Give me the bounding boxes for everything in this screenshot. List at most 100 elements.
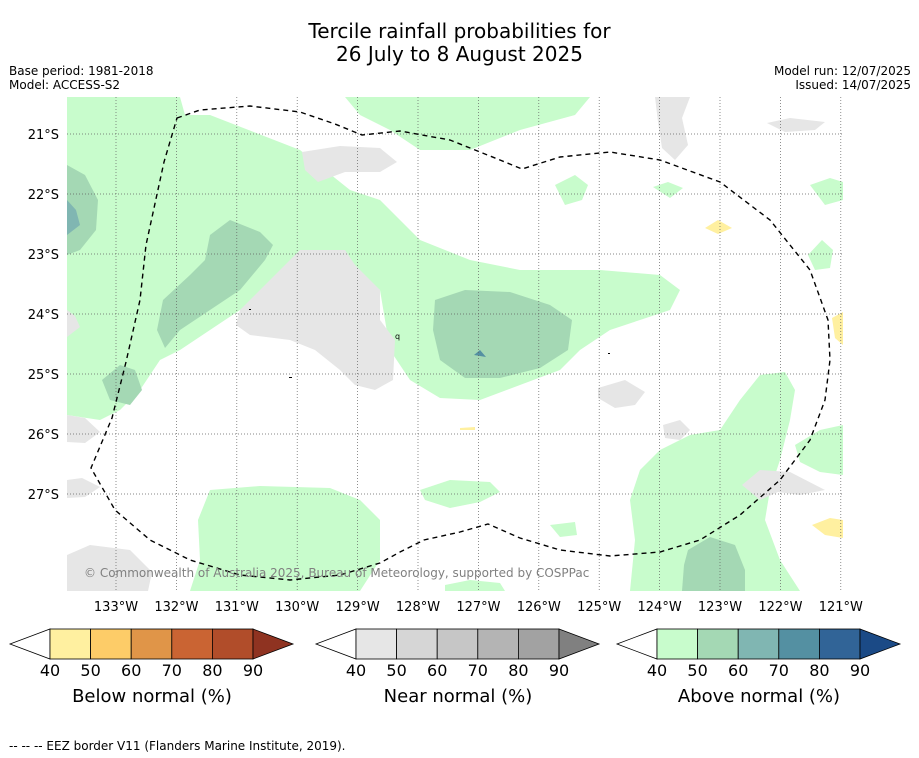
colorbar-segment	[171, 628, 213, 660]
colorbar-segment	[518, 628, 560, 660]
colorbar-tick-label: 70	[468, 661, 488, 680]
lat-label: 26°S	[28, 428, 59, 443]
model-name: Model: ACCESS-S2	[9, 78, 121, 92]
colorbar-tick-label: 80	[508, 661, 528, 680]
colorbars: 40 50 60 70 80 90 40 50 60 70 80 90 40 50 60 70 80 90	[8, 628, 902, 680]
colorbar-high-extend	[558, 628, 601, 660]
near-normal-region-sw-2	[67, 415, 100, 443]
base-period: Base period: 1981-2018	[9, 64, 154, 78]
below-normal-region-3	[812, 518, 843, 538]
near-normal-region-north	[302, 146, 397, 182]
colorbar-segment	[697, 628, 739, 660]
above-normal-region-patch-6	[550, 522, 577, 537]
colorbar-tick-label: 50	[80, 661, 100, 680]
lon-label: 125°W	[577, 600, 621, 615]
above-normal-50-region-5	[682, 537, 745, 591]
model-run: Model run: 12/07/2025	[773, 64, 911, 78]
lon-label: 121°W	[819, 600, 863, 615]
colorbar-segment	[355, 628, 397, 660]
colorbar-tick-label: 40	[346, 661, 366, 680]
above-normal-region-patch-7	[445, 580, 505, 591]
lon-label: 127°W	[456, 600, 500, 615]
map-mark	[608, 353, 610, 354]
near-normal-region-e-1	[598, 380, 645, 408]
colorbar-tick-label: 70	[162, 661, 182, 680]
lon-label: 133°W	[94, 600, 138, 615]
above-normal-region-east	[795, 425, 843, 475]
lon-label: 124°W	[638, 600, 682, 615]
copyright-text: © Commonwealth of Australia 2025, Bureau…	[84, 566, 589, 580]
above-normal-50-region-3	[433, 290, 572, 378]
lon-label: 130°W	[275, 600, 319, 615]
near-normal-region-ne-2	[767, 118, 825, 132]
colorbar-tick-label: 80	[202, 661, 222, 680]
lat-label: 24°S	[28, 308, 59, 323]
above-normal-50-region-4	[102, 365, 142, 405]
above-normal-label: Above normal (%)	[677, 686, 841, 707]
above-normal-region-patch-2	[555, 175, 588, 205]
colorbar-tick-label: 80	[809, 661, 829, 680]
colorbar-tick-label: 50	[687, 661, 707, 680]
above-normal-region-patch-4	[810, 178, 843, 205]
near-normal-region-e-2	[663, 420, 690, 440]
below-normal-region-1	[705, 220, 732, 234]
rainfall-map: 21°S22°S23°S24°S25°S26°S27°S 133°W 132°W 1…	[8, 97, 902, 680]
lon-label: 131°W	[215, 600, 259, 615]
above-normal-50-region-1	[67, 165, 98, 255]
lat-label: 22°S	[28, 188, 59, 203]
colorbar-segment	[90, 628, 132, 660]
longitude-labels: 133°W 132°W 131°W 130°W 129°W 128°W 127°W 126°W…	[94, 600, 863, 615]
below-normal-region-2	[832, 312, 843, 345]
near-normal-region-center	[236, 250, 395, 390]
above-normal-region-south	[190, 486, 380, 591]
colorbar-segment	[396, 628, 438, 660]
colorbar-segment	[656, 628, 698, 660]
lon-label: 132°W	[154, 600, 198, 615]
colorbar-tick-label: 60	[427, 661, 447, 680]
eez-footer: -- -- -- EEZ border V11 (Flanders Marine…	[9, 739, 346, 753]
near-colorbar: 40 50 60 70 80 90	[314, 628, 601, 680]
colorbar-segment	[130, 628, 173, 660]
below-normal-label: Below normal (%)	[72, 686, 232, 707]
above-colorbar: 40 50 60 70 80 90	[615, 628, 902, 680]
near-normal-region-sw-3	[67, 478, 100, 498]
above-normal-60-region-1	[67, 200, 80, 235]
lat-label: 23°S	[28, 248, 59, 263]
lon-label: 126°W	[517, 600, 561, 615]
near-normal-region-w	[67, 310, 80, 337]
lat-label: 25°S	[28, 368, 59, 383]
map-mark	[249, 309, 251, 310]
latitude-labels: 21°S 22°S 23°S 24°S 25°S 26°S 27°S	[28, 128, 59, 503]
below-colorbar: 40 50 60 70 80 90	[8, 628, 295, 680]
below-normal-region-4	[460, 427, 475, 430]
colorbar-high-extend	[859, 628, 902, 660]
near-normal-label: Near normal (%)	[383, 686, 533, 707]
lon-label: 122°W	[758, 600, 802, 615]
colorbar-segment	[819, 628, 861, 660]
colorbar-tick-label: 70	[769, 661, 789, 680]
colorbar-tick-label: 40	[647, 661, 667, 680]
colorbar-tick-label: 50	[386, 661, 406, 680]
colorbar-segment	[436, 628, 479, 660]
lat-label: 27°S	[28, 488, 59, 503]
above-normal-region-north	[345, 97, 590, 150]
colorbar-segment	[778, 628, 820, 660]
near-normal-region-se	[742, 470, 825, 500]
colorbar-low-extend	[8, 628, 51, 660]
above-normal-region-patch-5	[808, 240, 833, 270]
near-normal-region-ne-1	[655, 97, 690, 160]
colorbar-tick-label: 60	[728, 661, 748, 680]
island-marker: q	[395, 332, 400, 341]
colorbar-segment	[477, 628, 519, 660]
above-normal-50-region-2	[157, 220, 273, 348]
issued-date: Issued: 14/07/2025	[795, 78, 911, 92]
lon-label: 129°W	[336, 600, 380, 615]
above-normal-region-southeast	[630, 372, 800, 591]
colorbar-segment	[211, 628, 254, 660]
colorbar-high-extend	[252, 628, 295, 660]
lon-label: 123°W	[698, 600, 742, 615]
colorbar-tick-label: 90	[850, 661, 870, 680]
colorbar-tick-label: 90	[549, 661, 569, 680]
colorbar-tick-label: 40	[40, 661, 60, 680]
eez-border	[90, 105, 831, 581]
